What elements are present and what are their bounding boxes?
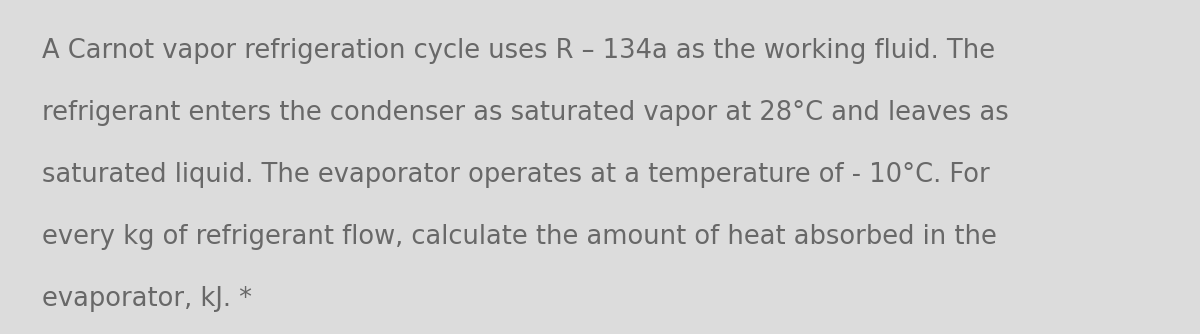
Text: A Carnot vapor refrigeration cycle uses R – 134a as the working fluid. The: A Carnot vapor refrigeration cycle uses … bbox=[42, 38, 995, 64]
Text: saturated liquid. The evaporator operates at a temperature of - 10°C. For: saturated liquid. The evaporator operate… bbox=[42, 162, 990, 188]
Text: refrigerant enters the condenser as saturated vapor at 28°C and leaves as: refrigerant enters the condenser as satu… bbox=[42, 100, 1009, 126]
Text: evaporator, kJ. *: evaporator, kJ. * bbox=[42, 286, 252, 312]
Text: every kg of refrigerant flow, calculate the amount of heat absorbed in the: every kg of refrigerant flow, calculate … bbox=[42, 224, 997, 250]
